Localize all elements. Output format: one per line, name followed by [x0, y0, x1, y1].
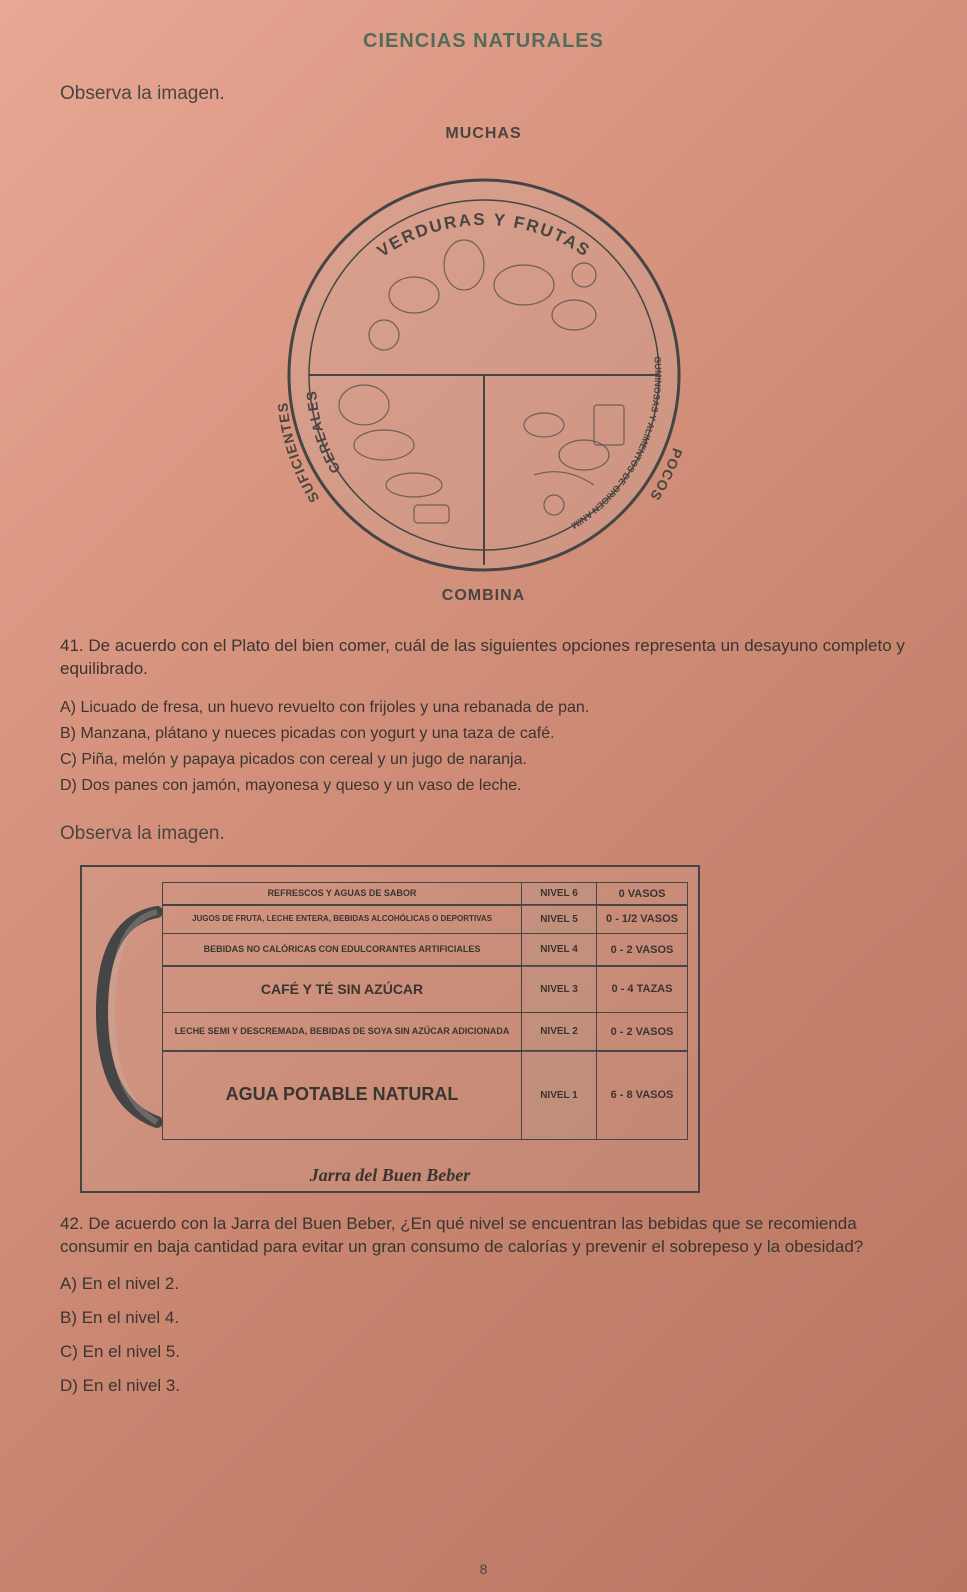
q41-number: 41. [60, 636, 84, 655]
jarra-qty: 0 - 2 VASOS [597, 1013, 687, 1051]
jarra-qty: 0 - 1/2 VASOS [597, 905, 687, 933]
jarra-qty: 0 - 2 VASOS [597, 934, 687, 966]
jarra-nivel: NIVEL 3 [522, 966, 597, 1012]
jarra-qty: 0 VASOS [597, 883, 687, 905]
q41-option-a: A) Licuado de fresa, un huevo revuelto c… [60, 696, 907, 720]
jarra-qty: 6 - 8 VASOS [597, 1051, 687, 1139]
jarra-desc: LECHE SEMI Y DESCREMADA, BEBIDAS DE SOYA… [163, 1013, 522, 1051]
question-41: 41. De acuerdo con el Plato del bien com… [60, 635, 907, 681]
jarra-title: Jarra del Buen Beber [92, 1165, 688, 1186]
jarra-row-4: CAFÉ Y TÉ SIN AZÚCARNIVEL 30 - 4 TAZAS [162, 965, 688, 1013]
jarra-row-5: LECHE SEMI Y DESCREMADA, BEBIDAS DE SOYA… [162, 1012, 688, 1052]
q42-option-b: B) En el nivel 4. [60, 1308, 907, 1328]
page-title: CIENCIAS NATURALES [60, 30, 907, 53]
q42-text: De acuerdo con la Jarra del Buen Beber, … [60, 1214, 863, 1256]
instruction-2: Observa la imagen. [60, 823, 907, 845]
jarra-row-6: AGUA POTABLE NATURALNIVEL 16 - 8 VASOS [162, 1050, 688, 1140]
plate-svg: VERDURAS Y FRUTAS CEREALES LEGUMINOSAS Y… [234, 125, 734, 585]
q41-option-c: C) Piña, melón y papaya picados con cere… [60, 748, 907, 772]
jarra-handle [92, 882, 162, 1157]
q41-text: De acuerdo con el Plato del bien comer, … [60, 636, 905, 678]
jarra-nivel: NIVEL 5 [522, 905, 597, 933]
jarra-desc: REFRESCOS Y AGUAS DE SABOR [163, 883, 522, 905]
jarra-body: REFRESCOS Y AGUAS DE SABORNIVEL 60 VASOS… [162, 882, 688, 1157]
page-number: 8 [480, 1561, 488, 1577]
q41-option-b: B) Manzana, plátano y nueces picadas con… [60, 722, 907, 746]
q42-option-c: C) En el nivel 5. [60, 1342, 907, 1362]
q41-options: A) Licuado de fresa, un huevo revuelto c… [60, 696, 907, 798]
q42-number: 42. [60, 1214, 84, 1233]
jarra-desc: CAFÉ Y TÉ SIN AZÚCAR [163, 966, 522, 1012]
jarra-qty: 0 - 4 TAZAS [597, 966, 687, 1012]
jarra-desc: JUGOS DE FRUTA, LECHE ENTERA, BEBIDAS AL… [163, 905, 522, 933]
plate-bottom-label: COMBINA [442, 587, 525, 605]
q42-option-d: D) En el nivel 3. [60, 1376, 907, 1396]
plate-diagram: MUCHAS COMBINA VERDURAS Y FRUTAS [234, 125, 734, 605]
jarra-desc: AGUA POTABLE NATURAL [163, 1051, 522, 1139]
jarra-nivel: NIVEL 4 [522, 934, 597, 966]
jarra-nivel: NIVEL 6 [522, 883, 597, 905]
instruction-1: Observa la imagen. [60, 83, 907, 105]
q42-options: A) En el nivel 2. B) En el nivel 4. C) E… [60, 1274, 907, 1396]
jarra-row-3: BEBIDAS NO CALÓRICAS CON EDULCORANTES AR… [162, 933, 688, 967]
q41-option-d: D) Dos panes con jamón, mayonesa y queso… [60, 774, 907, 798]
jarra-desc: BEBIDAS NO CALÓRICAS CON EDULCORANTES AR… [163, 934, 522, 966]
jarra-nivel: NIVEL 1 [522, 1051, 597, 1139]
q42-option-a: A) En el nivel 2. [60, 1274, 907, 1294]
jarra-diagram: REFRESCOS Y AGUAS DE SABORNIVEL 60 VASOS… [80, 865, 700, 1193]
plate-top-label: MUCHAS [445, 125, 521, 143]
jarra-nivel: NIVEL 2 [522, 1013, 597, 1051]
question-42: 42. De acuerdo con la Jarra del Buen Beb… [60, 1213, 907, 1259]
jarra-row-2: JUGOS DE FRUTA, LECHE ENTERA, BEBIDAS AL… [162, 904, 688, 934]
jarra-row-1: REFRESCOS Y AGUAS DE SABORNIVEL 60 VASOS [162, 882, 688, 906]
